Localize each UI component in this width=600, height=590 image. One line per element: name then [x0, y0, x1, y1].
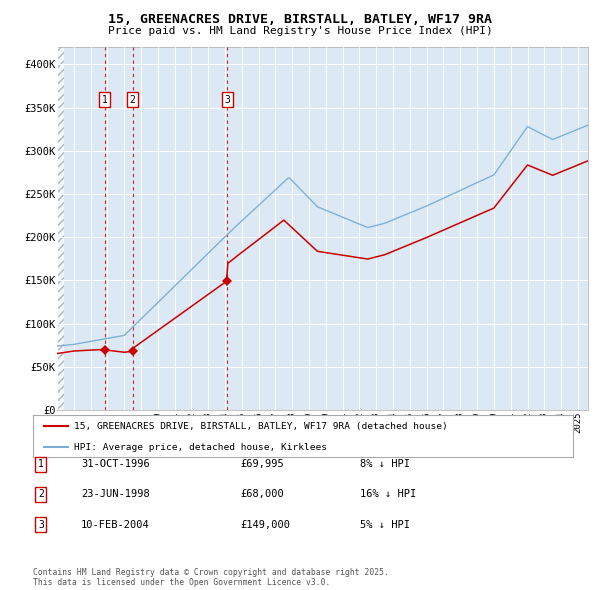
- Text: 8% ↓ HPI: 8% ↓ HPI: [360, 460, 410, 469]
- Text: Price paid vs. HM Land Registry's House Price Index (HPI): Price paid vs. HM Land Registry's House …: [107, 26, 493, 36]
- Text: £68,000: £68,000: [240, 490, 284, 499]
- Text: 15, GREENACRES DRIVE, BIRSTALL, BATLEY, WF17 9RA (detached house): 15, GREENACRES DRIVE, BIRSTALL, BATLEY, …: [74, 422, 447, 431]
- Text: 3: 3: [224, 95, 230, 105]
- Text: HPI: Average price, detached house, Kirklees: HPI: Average price, detached house, Kirk…: [74, 442, 326, 451]
- Text: £69,995: £69,995: [240, 460, 284, 469]
- Text: 10-FEB-2004: 10-FEB-2004: [81, 520, 150, 529]
- Text: 15, GREENACRES DRIVE, BIRSTALL, BATLEY, WF17 9RA: 15, GREENACRES DRIVE, BIRSTALL, BATLEY, …: [108, 13, 492, 26]
- Text: 1: 1: [38, 460, 44, 469]
- Text: Contains HM Land Registry data © Crown copyright and database right 2025.
This d: Contains HM Land Registry data © Crown c…: [33, 568, 389, 587]
- Text: 1: 1: [101, 95, 107, 105]
- Text: 2: 2: [38, 490, 44, 499]
- Text: 23-JUN-1998: 23-JUN-1998: [81, 490, 150, 499]
- Text: £149,000: £149,000: [240, 520, 290, 529]
- Text: 3: 3: [38, 520, 44, 529]
- Text: 5% ↓ HPI: 5% ↓ HPI: [360, 520, 410, 529]
- Text: 16% ↓ HPI: 16% ↓ HPI: [360, 490, 416, 499]
- Text: 2: 2: [130, 95, 136, 105]
- Bar: [57, 47, 64, 410]
- Text: 31-OCT-1996: 31-OCT-1996: [81, 460, 150, 469]
